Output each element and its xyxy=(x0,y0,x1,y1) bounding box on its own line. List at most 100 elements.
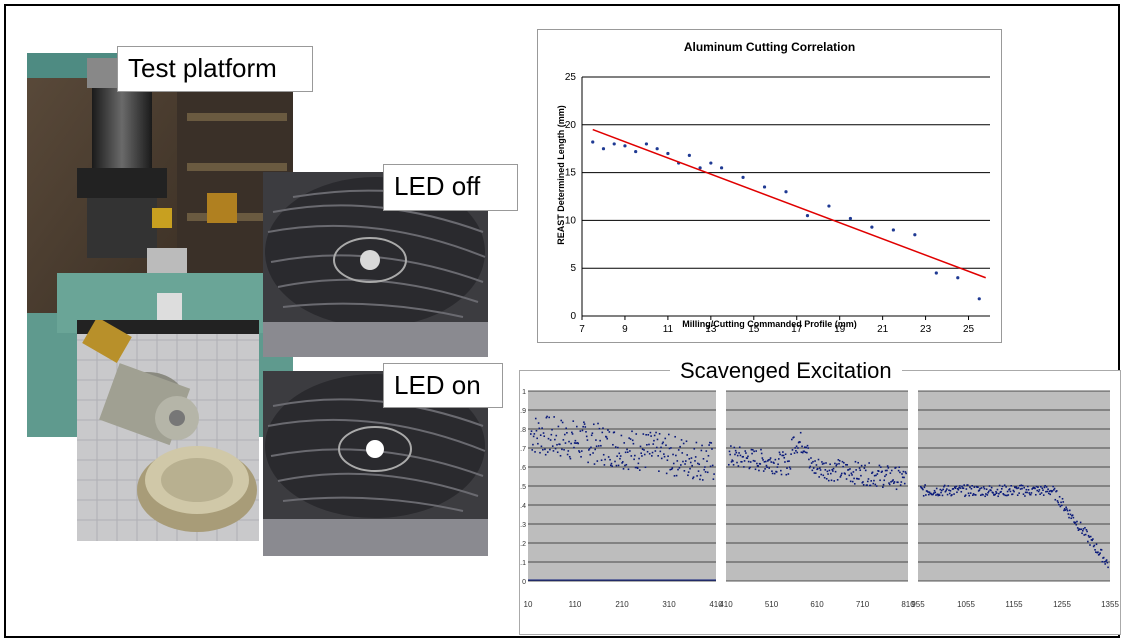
data-point xyxy=(686,454,688,456)
data-point xyxy=(764,460,767,463)
data-point xyxy=(702,458,705,460)
data-point xyxy=(893,481,896,483)
data-point xyxy=(851,474,853,476)
data-point xyxy=(624,464,626,467)
data-point xyxy=(1053,489,1055,491)
data-point xyxy=(594,448,596,451)
data-point xyxy=(845,478,848,480)
data-point xyxy=(990,489,992,492)
data-point xyxy=(821,463,824,465)
data-point xyxy=(788,466,791,468)
data-point xyxy=(805,214,810,218)
data-point xyxy=(830,479,833,482)
data-point xyxy=(1030,492,1033,494)
data-point xyxy=(953,493,955,495)
data-point xyxy=(652,443,655,445)
data-point xyxy=(650,435,652,437)
data-point xyxy=(840,474,842,477)
data-point xyxy=(549,448,551,451)
data-point xyxy=(670,447,672,449)
data-point xyxy=(824,469,827,471)
data-point xyxy=(542,432,545,434)
data-point xyxy=(728,450,731,453)
data-point xyxy=(920,485,922,488)
data-point xyxy=(1049,493,1052,496)
data-point xyxy=(1088,536,1091,538)
data-point xyxy=(730,445,732,447)
data-point xyxy=(1029,493,1032,496)
data-point xyxy=(662,441,664,444)
data-point xyxy=(543,435,546,438)
data-point xyxy=(632,442,635,445)
data-point xyxy=(764,468,766,470)
data-point xyxy=(985,493,987,495)
data-point xyxy=(1055,490,1058,492)
data-point xyxy=(970,487,973,490)
data-point xyxy=(586,439,589,441)
data-point xyxy=(1054,498,1057,501)
data-point xyxy=(1003,484,1006,487)
data-point xyxy=(988,485,991,487)
y-tick-label: 0.6 xyxy=(520,465,526,472)
data-point xyxy=(699,478,701,481)
data-point xyxy=(623,442,626,444)
data-point xyxy=(660,446,662,449)
data-point xyxy=(556,443,558,446)
data-point xyxy=(892,479,894,481)
data-point xyxy=(878,464,881,467)
data-point xyxy=(687,471,690,473)
data-point xyxy=(697,470,700,472)
aluminum-chart-svg: 0 5 10 15 20 25 7 9 11 13 15 17 19 21 23 25 xyxy=(565,72,990,335)
data-point xyxy=(826,470,829,473)
data-point xyxy=(818,476,820,478)
data-point xyxy=(876,473,879,475)
data-point xyxy=(797,447,799,449)
data-point xyxy=(624,451,627,454)
data-point xyxy=(622,461,624,463)
data-point xyxy=(863,467,866,469)
data-point xyxy=(962,487,965,490)
data-point xyxy=(805,446,807,449)
data-point xyxy=(1062,501,1065,503)
y-tick-label: 0.4 xyxy=(520,503,526,510)
data-point xyxy=(649,431,652,434)
data-point xyxy=(982,486,985,488)
data-point xyxy=(648,443,650,446)
y-tick-label: 5 xyxy=(570,263,576,274)
data-point xyxy=(895,466,897,469)
data-point xyxy=(687,474,689,477)
data-point xyxy=(1002,493,1005,495)
data-point xyxy=(1026,491,1028,494)
data-point xyxy=(754,460,756,462)
data-point xyxy=(1021,487,1023,490)
data-point xyxy=(1001,485,1004,488)
data-point xyxy=(1004,494,1007,497)
data-point xyxy=(1042,489,1044,491)
data-point xyxy=(653,434,656,437)
data-point xyxy=(829,463,831,466)
data-point xyxy=(777,458,780,460)
data-point xyxy=(600,444,602,447)
data-point xyxy=(751,448,754,451)
data-point xyxy=(703,468,705,471)
data-point xyxy=(895,488,898,491)
data-point xyxy=(625,463,628,466)
data-point xyxy=(836,463,838,465)
data-point xyxy=(995,490,997,493)
data-point xyxy=(870,480,872,482)
data-point xyxy=(646,444,648,446)
data-point xyxy=(773,472,776,475)
data-point xyxy=(668,433,670,436)
data-point xyxy=(608,431,611,433)
data-point xyxy=(1010,485,1012,487)
data-point xyxy=(942,488,945,491)
data-point xyxy=(1039,493,1041,496)
data-point xyxy=(534,417,537,420)
data-point xyxy=(743,460,746,462)
data-point xyxy=(808,458,810,461)
data-point xyxy=(1085,528,1088,531)
data-point xyxy=(933,492,935,494)
data-point xyxy=(572,420,575,422)
data-point xyxy=(849,468,851,470)
data-point xyxy=(605,436,608,438)
